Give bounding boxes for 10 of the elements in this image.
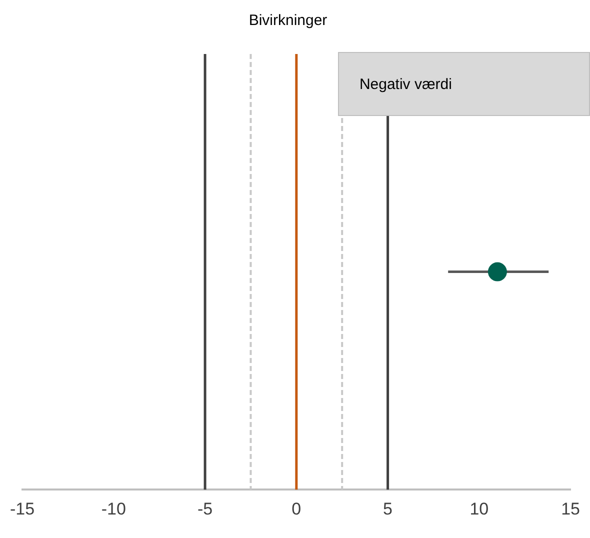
x-tick-label: 0 — [292, 499, 302, 518]
x-tick-label: -15 — [10, 499, 35, 518]
x-tick-label: 15 — [561, 499, 580, 518]
x-tick-label: -10 — [101, 499, 126, 518]
x-tick-label: 5 — [383, 499, 393, 518]
x-tick-label: 10 — [470, 499, 489, 518]
x-tick-label: -5 — [197, 499, 213, 518]
label-box: Negativ værdi — [338, 52, 590, 116]
chart-title: Bivirkninger — [248, 12, 328, 30]
annotation: Negativ værdi — [359, 76, 452, 92]
